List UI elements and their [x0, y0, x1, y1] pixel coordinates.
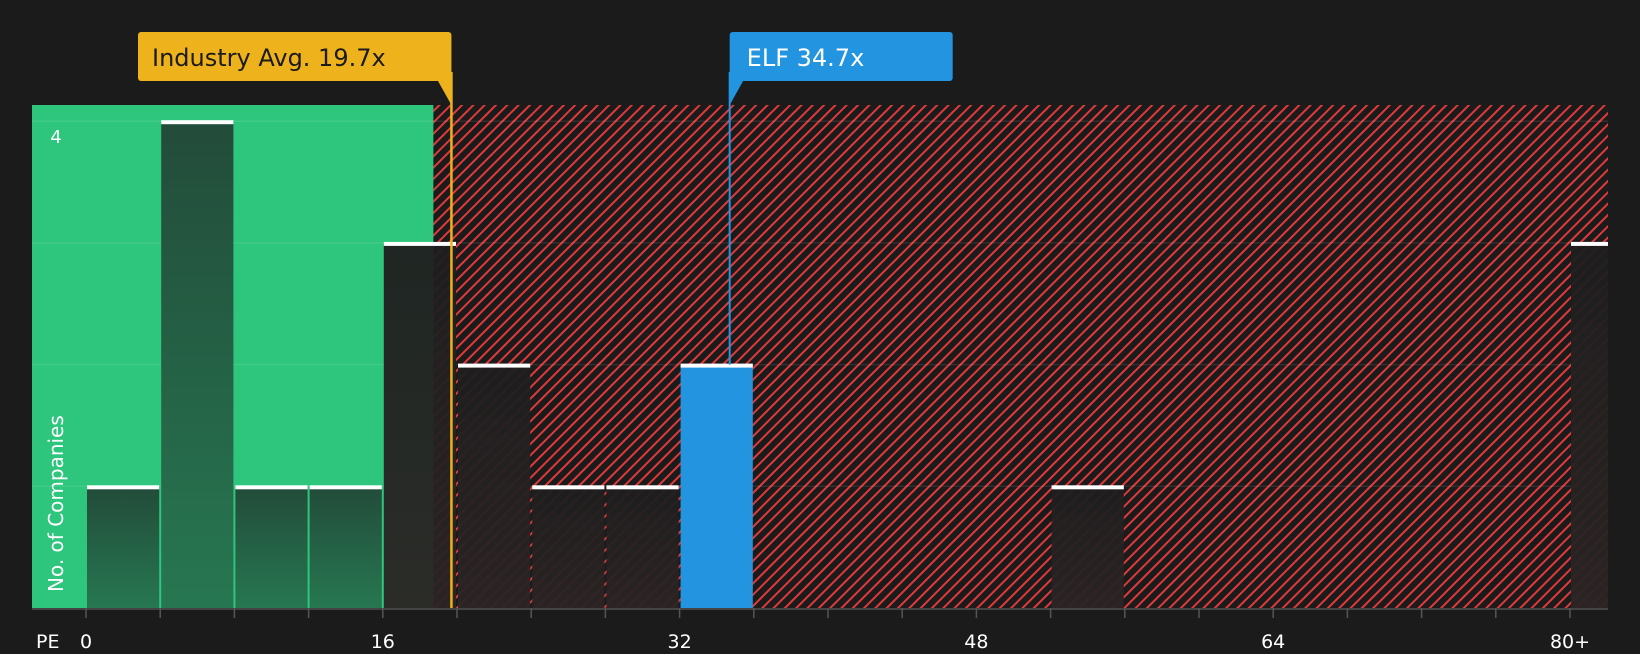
histogram-bar — [235, 486, 308, 608]
y-tick-label: 4 — [50, 127, 61, 148]
x-tick-label: 48 — [964, 631, 988, 650]
x-tick-label: 0 — [80, 631, 92, 650]
industry-avg-label: Industry Avg. 19.7x — [152, 44, 386, 72]
bar-top-marker — [161, 120, 234, 125]
bar-top-marker — [309, 485, 382, 490]
bar-top-marker — [1051, 485, 1124, 490]
bar-top-marker — [680, 363, 753, 368]
histogram-bar — [87, 486, 160, 608]
histogram-bar — [309, 486, 382, 608]
x-tick-label: 32 — [668, 631, 692, 650]
company-label: ELF 34.7x — [747, 44, 865, 72]
company-label-box — [729, 32, 953, 81]
histogram-bar — [606, 486, 679, 608]
histogram-bar — [532, 486, 605, 608]
x-tick-label: 64 — [1261, 631, 1285, 650]
histogram-bar — [161, 121, 234, 608]
bar-top-marker — [458, 363, 531, 368]
x-tick-label: 16 — [371, 631, 395, 650]
histogram-bar — [1571, 242, 1608, 608]
bar-top-marker — [606, 485, 679, 490]
bar-top-marker — [532, 485, 605, 490]
industry-avg-label-box — [138, 32, 452, 81]
bar-top-marker — [1571, 241, 1608, 246]
bar-top-marker — [235, 485, 308, 490]
y-axis-label: No. of Companies — [44, 415, 68, 592]
x-axis-label: PE — [36, 631, 59, 650]
histogram-bar — [458, 364, 531, 608]
company-bar — [680, 364, 753, 608]
bar-top-marker — [383, 241, 456, 246]
bar-top-marker — [87, 485, 160, 490]
histogram-bar — [383, 242, 456, 608]
company-pointer — [729, 80, 744, 105]
x-tick-label: 80+ — [1550, 631, 1590, 650]
industry-avg-pointer — [437, 80, 452, 105]
histogram-bar — [1051, 486, 1124, 608]
